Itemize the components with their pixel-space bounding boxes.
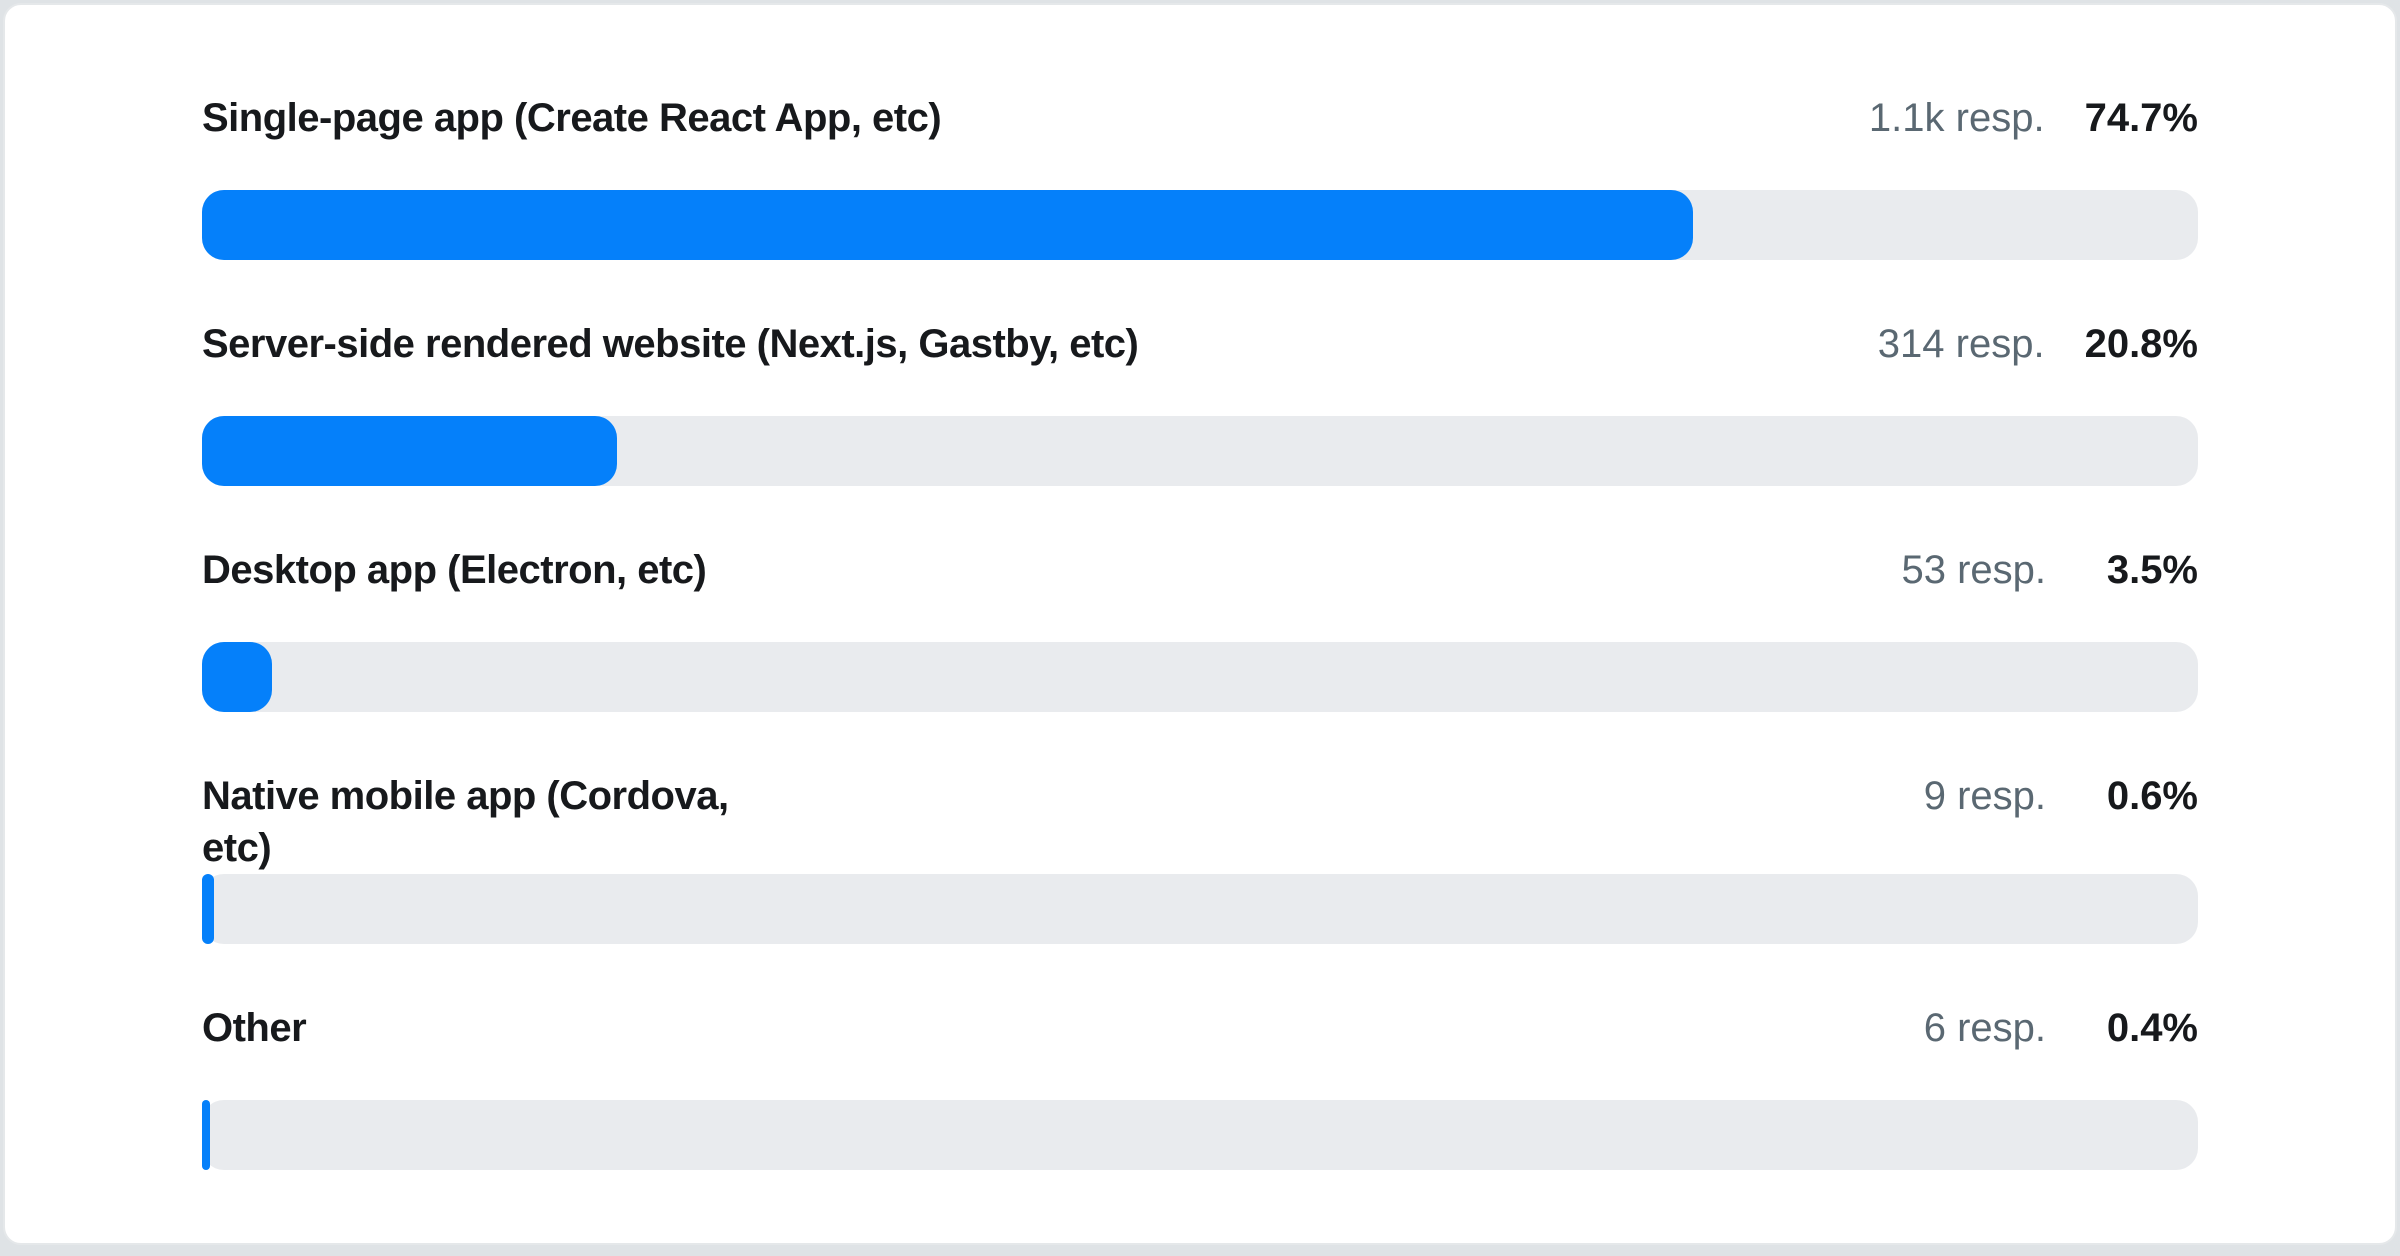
bar-fill bbox=[202, 416, 618, 486]
option-label: Desktop app (Electron, etc) bbox=[202, 542, 707, 596]
row-values: 1.1k resp. 74.7% bbox=[1869, 90, 2198, 144]
survey-option-row: Native mobile app (Cordova, etc) 9 resp. … bbox=[202, 768, 2198, 944]
response-count: 9 resp. bbox=[1923, 774, 2046, 818]
bar-track bbox=[202, 190, 2198, 260]
results-list: Single-page app (Create React App, etc) … bbox=[202, 90, 2198, 1170]
row-header: Native mobile app (Cordova, etc) 9 resp. … bbox=[202, 768, 2198, 874]
row-header: Single-page app (Create React App, etc) … bbox=[202, 90, 2198, 190]
option-label: Other bbox=[202, 1000, 307, 1054]
option-label: Native mobile app (Cordova, etc) bbox=[202, 768, 729, 874]
response-count: 1.1k resp. bbox=[1868, 96, 2045, 140]
survey-option-row: Other 6 resp. 0.4% bbox=[202, 1000, 2198, 1170]
option-label: Server-side rendered website (Next.js, G… bbox=[202, 316, 1139, 370]
bar-track bbox=[202, 1100, 2198, 1170]
option-label-line: Single-page app (Create React App, etc) bbox=[202, 96, 942, 140]
row-header: Other 6 resp. 0.4% bbox=[202, 1000, 2198, 1100]
survey-option-row: Desktop app (Electron, etc) 53 resp. 3.5… bbox=[202, 542, 2198, 712]
survey-option-row: Server-side rendered website (Next.js, G… bbox=[202, 316, 2198, 486]
option-label-line: etc) bbox=[202, 826, 272, 870]
row-values: 53 resp. 3.5% bbox=[1901, 542, 2198, 596]
percentage-value: 3.5% bbox=[2106, 548, 2198, 592]
bar-track bbox=[202, 416, 2198, 486]
survey-results-card: Single-page app (Create React App, etc) … bbox=[3, 3, 2397, 1245]
row-values: 314 resp. 20.8% bbox=[1878, 316, 2198, 370]
bar-fill bbox=[202, 874, 214, 944]
row-values: 9 resp. 0.6% bbox=[1924, 768, 2198, 822]
row-header: Desktop app (Electron, etc) 53 resp. 3.5… bbox=[202, 542, 2198, 642]
survey-option-row: Single-page app (Create React App, etc) … bbox=[202, 90, 2198, 260]
bar-fill bbox=[202, 642, 272, 712]
option-label: Single-page app (Create React App, etc) bbox=[202, 90, 942, 144]
response-count: 53 resp. bbox=[1901, 548, 2046, 592]
option-label-line: Desktop app (Electron, etc) bbox=[202, 548, 707, 592]
percentage-value: 74.7% bbox=[2084, 96, 2198, 140]
bar-track bbox=[202, 642, 2198, 712]
row-header: Server-side rendered website (Next.js, G… bbox=[202, 316, 2198, 416]
percentage-value: 20.8% bbox=[2084, 322, 2198, 366]
percentage-value: 0.6% bbox=[2106, 774, 2198, 818]
bar-fill bbox=[202, 190, 1693, 260]
bar-fill bbox=[202, 1100, 210, 1170]
option-label-line: Other bbox=[202, 1006, 307, 1050]
option-label-line: Server-side rendered website (Next.js, G… bbox=[202, 322, 1139, 366]
option-label-line: Native mobile app (Cordova, bbox=[202, 774, 729, 818]
row-values: 6 resp. 0.4% bbox=[1924, 1000, 2198, 1054]
response-count: 6 resp. bbox=[1923, 1006, 2046, 1050]
response-count: 314 resp. bbox=[1877, 322, 2045, 366]
bar-track bbox=[202, 874, 2198, 944]
percentage-value: 0.4% bbox=[2106, 1006, 2198, 1050]
